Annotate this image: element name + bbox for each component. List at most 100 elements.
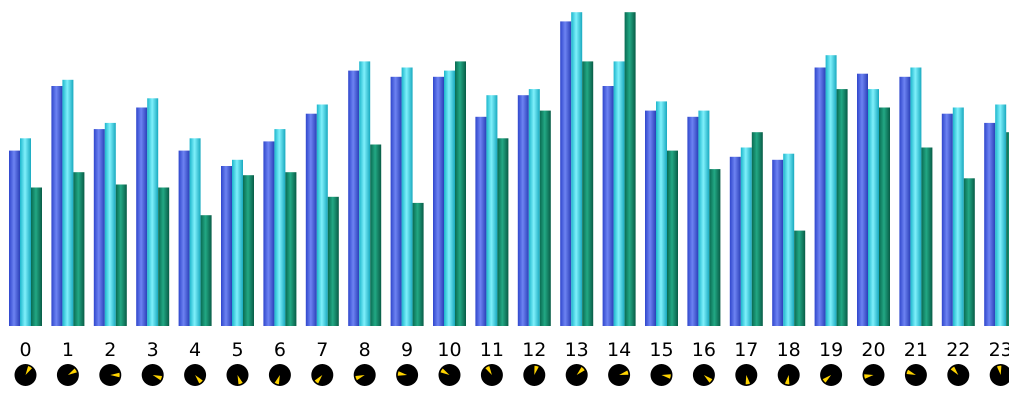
clock-icons-layer	[14, 364, 1009, 386]
clock-icon	[226, 364, 249, 386]
bar-hour-3-series-1	[136, 107, 148, 326]
x-tick-label: 19	[819, 339, 843, 361]
x-tick-label: 22	[946, 339, 970, 361]
clock-icon	[396, 364, 419, 386]
bar-hour-14-series-2	[613, 61, 625, 327]
clock-icon	[735, 364, 758, 386]
x-tick-label: 3	[147, 339, 159, 361]
bar-hour-10-series-3	[455, 61, 466, 327]
bar-hour-10-series-1	[433, 76, 444, 326]
bar-hour-15-series-2	[656, 101, 667, 327]
bar-hour-10-series-2	[444, 70, 455, 326]
clock-icon	[989, 364, 1009, 386]
bar-hour-2-series-3	[115, 184, 127, 326]
bar-hour-20-series-2	[868, 89, 879, 326]
bar-hour-12-series-1	[517, 95, 529, 326]
bar-hour-8-series-2	[359, 61, 371, 327]
bar-hour-22-series-1	[941, 113, 953, 326]
bar-hour-18-series-2	[783, 153, 795, 326]
x-tick-label: 4	[189, 339, 201, 361]
clock-icon	[777, 364, 800, 386]
bar-hour-8-series-1	[348, 70, 360, 326]
bar-hour-13-series-2	[571, 12, 583, 326]
clock-icon	[311, 364, 334, 386]
x-tick-label: 7	[316, 339, 328, 361]
bar-hour-23-series-3	[1006, 132, 1009, 326]
bar-hour-17-series-1	[729, 156, 741, 326]
bar-hour-11-series-2	[486, 95, 498, 326]
clock-icon	[141, 364, 164, 386]
clock-icon	[268, 364, 291, 386]
bar-hour-9-series-2	[401, 67, 413, 326]
x-tick-label: 20	[861, 339, 885, 361]
bar-hour-21-series-3	[921, 147, 933, 326]
x-tick-label: 14	[607, 339, 631, 361]
clock-icon	[820, 364, 843, 386]
bar-hour-13-series-3	[582, 61, 594, 327]
bar-hour-7-series-3	[327, 196, 339, 326]
bar-hour-19-series-2	[825, 55, 837, 326]
bar-hour-16-series-3	[709, 169, 721, 326]
bar-hour-19-series-1	[814, 67, 826, 326]
clock-icon	[480, 364, 503, 386]
bar-hour-5-series-1	[221, 166, 232, 326]
tick-labels-layer: 0 1 2 3 4 5 6 7 8 9 10 11 12 13 14 15 16 17 18 19 20 21 22 23	[19, 339, 1009, 361]
bar-hour-18-series-1	[772, 159, 784, 326]
x-tick-label: 17	[734, 339, 758, 361]
bar-hour-12-series-3	[539, 110, 551, 326]
bar-hour-23-series-2	[995, 104, 1007, 326]
x-tick-label: 2	[104, 339, 116, 361]
bar-hour-5-series-2	[232, 159, 243, 326]
x-tick-label: 8	[359, 339, 371, 361]
bar-hour-4-series-1	[178, 150, 190, 326]
bar-hour-17-series-3	[751, 132, 763, 326]
bar-hour-1-series-1	[51, 86, 63, 326]
x-tick-label: 12	[522, 339, 546, 361]
bar-hour-2-series-1	[93, 129, 105, 326]
bar-hour-3-series-3	[158, 187, 170, 326]
x-tick-label: 1	[62, 339, 74, 361]
bar-hour-6-series-2	[274, 129, 286, 326]
bar-hour-1-series-2	[62, 79, 74, 326]
bar-hour-17-series-2	[740, 147, 752, 326]
clock-icon	[565, 364, 588, 386]
clock-icon	[353, 364, 376, 386]
x-tick-label: 23	[989, 339, 1009, 361]
bar-hour-9-series-3	[412, 202, 424, 326]
bar-hour-7-series-1	[305, 113, 317, 326]
bar-hour-6-series-1	[263, 141, 275, 326]
clock-icon	[523, 364, 546, 386]
bar-hour-19-series-3	[836, 89, 848, 326]
bar-hour-16-series-2	[698, 110, 710, 326]
bar-hour-20-series-3	[879, 107, 890, 326]
bar-hour-16-series-1	[687, 116, 699, 326]
clock-icon	[692, 364, 715, 386]
x-tick-label: 11	[480, 339, 504, 361]
bar-hour-20-series-1	[857, 73, 868, 326]
bar-hour-12-series-2	[528, 89, 540, 326]
clock-icon	[608, 364, 631, 386]
x-tick-label: 13	[565, 339, 589, 361]
x-tick-label: 5	[231, 339, 243, 361]
bar-hour-1-series-3	[73, 172, 85, 326]
bar-hour-15-series-1	[645, 110, 656, 326]
bar-hour-14-series-3	[624, 12, 636, 326]
x-tick-label: 18	[777, 339, 801, 361]
bar-hour-11-series-3	[497, 138, 509, 326]
bar-hour-6-series-3	[285, 172, 297, 326]
bar-hour-8-series-3	[370, 144, 382, 326]
clock-icon	[56, 364, 79, 386]
clock-icon	[184, 364, 207, 386]
bar-hour-22-series-3	[963, 178, 975, 326]
bar-hour-13-series-1	[560, 21, 572, 327]
bar-hour-23-series-1	[984, 122, 996, 327]
bar-hour-21-series-1	[899, 76, 911, 326]
clock-icon	[99, 364, 122, 386]
bar-hour-14-series-1	[602, 86, 614, 326]
x-tick-label: 21	[904, 339, 928, 361]
bar-hour-7-series-2	[316, 104, 328, 326]
x-tick-label: 0	[19, 339, 31, 361]
bar-hour-15-series-3	[667, 150, 678, 326]
x-tick-label: 15	[649, 339, 673, 361]
